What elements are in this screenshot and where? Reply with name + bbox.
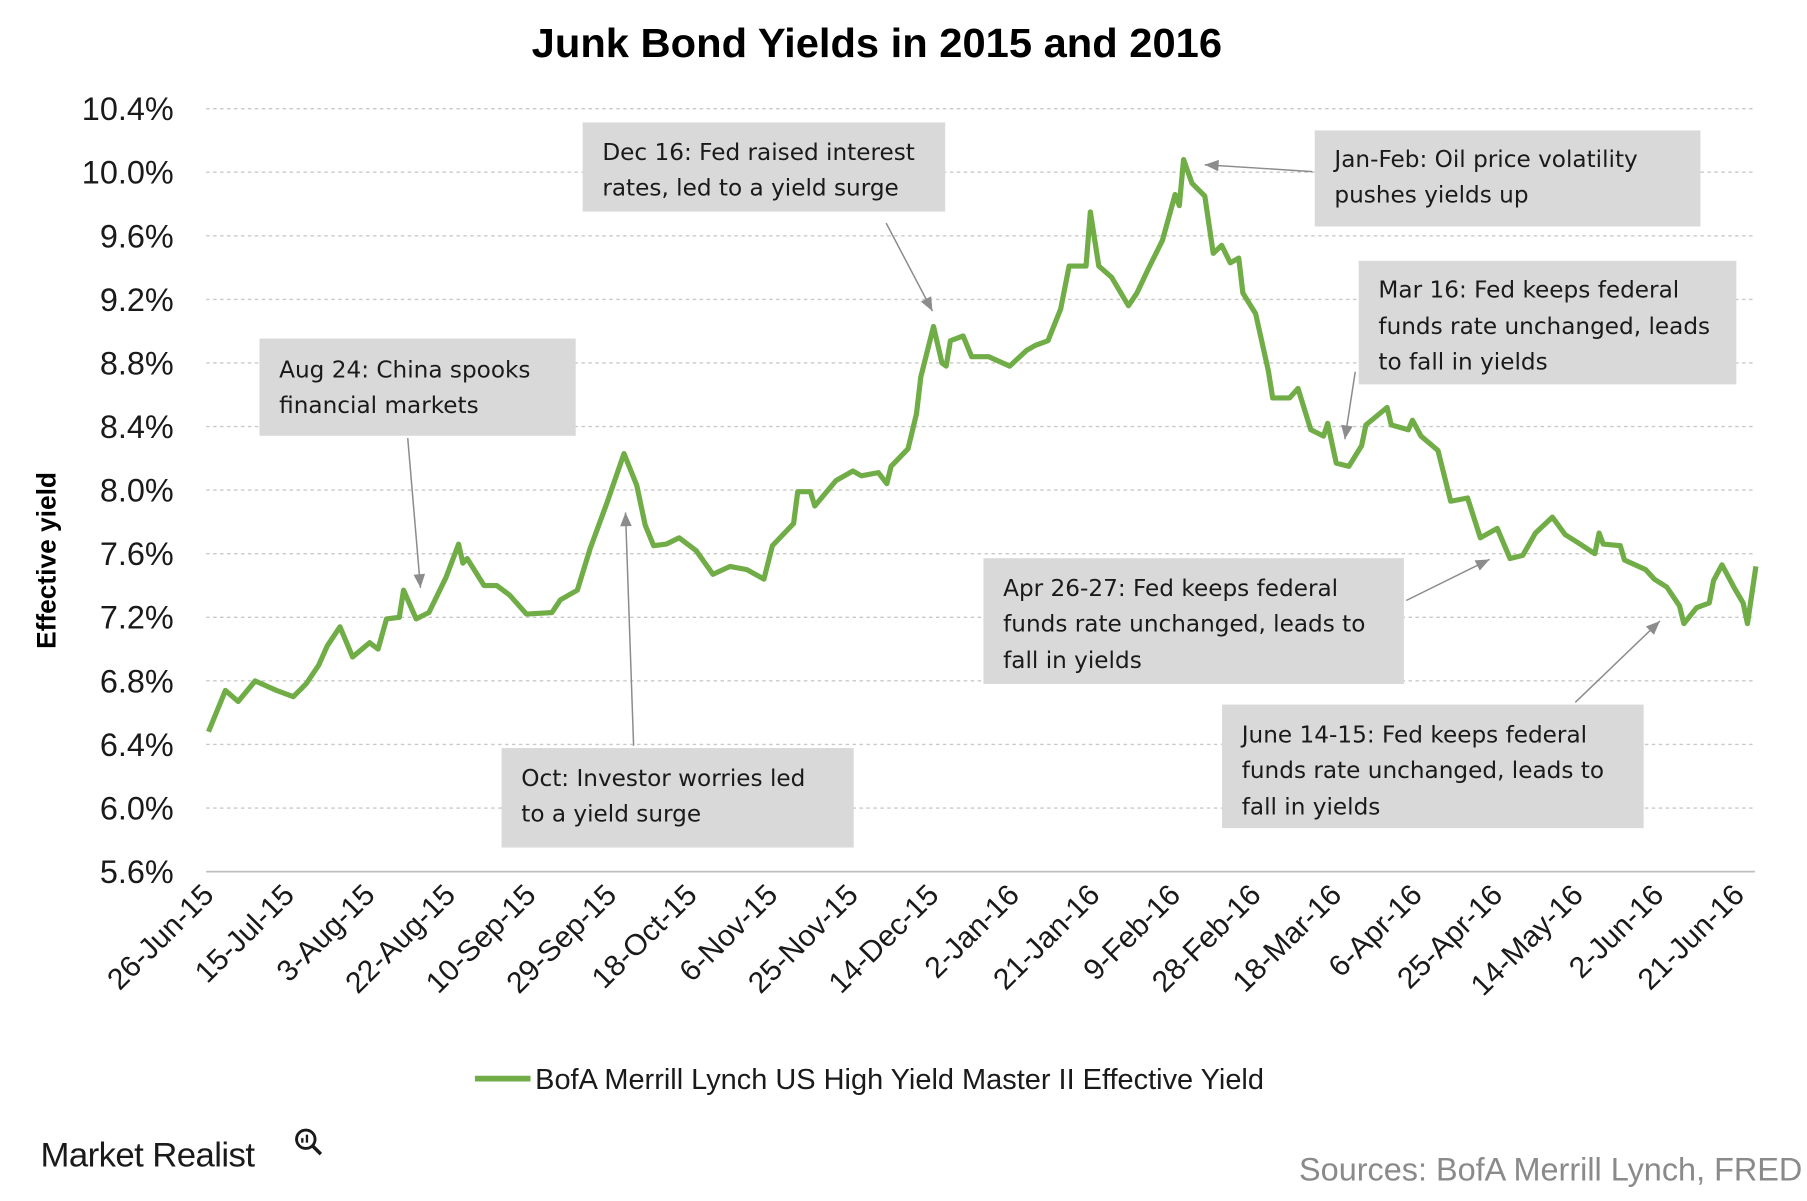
y-tick-labels: 10.4% 10.0% 9.6% 9.2% 8.8% 8.4% 8.0% 7.6% 7.2% 6.… [82, 91, 174, 890]
legend: BofA Merrill Lynch US High Yield Master … [474, 1064, 1264, 1096]
svg-text:financial markets: financial markets [279, 393, 479, 419]
svg-text:fall in yields: fall in yields [1242, 795, 1381, 821]
source-note: Sources: BofA Merrill Lynch, FRED [1299, 1152, 1802, 1188]
annotation-line: to a yield surge [521, 801, 701, 827]
annotation-line: to fall in yields [1378, 350, 1547, 376]
annotation-line: Jan-Feb: Oil price volatility [1332, 147, 1637, 173]
arrowhead-icon [1474, 559, 1490, 571]
y-tick-label: 9.2% [100, 282, 174, 318]
arrowheads [413, 159, 1660, 635]
y-tick-label: 7.2% [100, 600, 174, 636]
annotation-line: pushes yields up [1334, 183, 1528, 209]
annotations: Dec 16: Fed raised interest rates, led t… [259, 122, 1737, 848]
market-realist-logo: Market Realist [41, 1128, 323, 1175]
arrowhead-icon [1645, 621, 1660, 635]
svg-text:Jan-Feb: Oil price volatility: Jan-Feb: Oil price volatility [1332, 147, 1637, 173]
x-tick-labels: 26-Jun-1515-Jul-153-Aug-1522-Aug-1510-Se… [101, 878, 1751, 1002]
annotation-line: Mar 16: Fed keeps federal [1378, 278, 1679, 304]
svg-text:to fall in yields: to fall in yields [1378, 350, 1547, 376]
annotation-line: Oct: Investor worries led [521, 766, 805, 792]
annotation-line: fall in yields [1003, 648, 1142, 674]
annotation-line: fall in yields [1242, 795, 1381, 821]
svg-text:Oct: Investor worries led: Oct: Investor worries led [521, 766, 805, 792]
y-tick-label: 9.6% [100, 218, 174, 254]
svg-text:Dec 16: Fed raised interest: Dec 16: Fed raised interest [602, 140, 915, 166]
annotation-aug24: Aug 24: China spooks financial markets [259, 338, 576, 436]
svg-text:rates, led to a yield surge: rates, led to a yield surge [602, 176, 898, 202]
annotation-arrow-janfeb [1204, 163, 1313, 173]
svg-text:funds rate unchanged, leads to: funds rate unchanged, leads to [1003, 612, 1365, 638]
logo-text: Market Realist [41, 1137, 256, 1175]
annotation-line: funds rate unchanged, leads to [1003, 612, 1365, 638]
svg-text:June 14-15: Fed keeps federal: June 14-15: Fed keeps federal [1240, 722, 1587, 748]
legend-label: BofA Merrill Lynch US High Yield Master … [535, 1064, 1264, 1096]
svg-text:funds rate unchanged, leads: funds rate unchanged, leads [1378, 314, 1710, 340]
annotation-dec16: Dec 16: Fed raised interest rates, led t… [582, 122, 946, 212]
annotation-line: funds rate unchanged, leads [1378, 314, 1710, 340]
svg-text:pushes yields up: pushes yields up [1334, 183, 1528, 209]
annotation-line: Dec 16: Fed raised interest [602, 140, 915, 166]
chart-title: Junk Bond Yields in 2015 and 2016 [532, 19, 1222, 66]
annotation-june: June 14-15: Fed keeps federal funds rate… [1222, 704, 1644, 829]
y-tick-label: 6.0% [100, 791, 174, 827]
gridlines [206, 107, 1755, 873]
annotation-line: June 14-15: Fed keeps federal [1240, 722, 1587, 748]
svg-text:Aug 24: China spooks: Aug 24: China spooks [279, 358, 530, 384]
annotation-line: Apr 26-27: Fed keeps federal [1003, 576, 1338, 602]
svg-text:fall in yields: fall in yields [1003, 648, 1142, 674]
annotation-apr: Apr 26-27: Fed keeps federal funds rate … [983, 558, 1404, 684]
series-line [206, 156, 1759, 733]
arrowhead-icon [620, 512, 632, 527]
annotation-janfeb: Jan-Feb: Oil price volatility pushes yie… [1314, 130, 1701, 227]
arrowhead-icon [413, 573, 426, 588]
annotation-arrow-aug24 [406, 438, 422, 588]
y-tick-label: 8.4% [100, 409, 174, 445]
annotation-oct: Oct: Investor worries led to a yield sur… [501, 748, 854, 848]
annotation-arrow-dec16 [885, 222, 934, 312]
annotation-mar16: Mar 16: Fed keeps federal funds rate unc… [1358, 260, 1737, 385]
y-tick-label: 10.4% [82, 91, 174, 127]
svg-text:Mar 16: Fed keeps federal: Mar 16: Fed keeps federal [1378, 278, 1679, 304]
series-group [206, 156, 1759, 733]
y-tick-label: 5.6% [100, 854, 174, 890]
magnifier-chart-icon [295, 1128, 323, 1156]
y-axis-label: Effective yield [31, 472, 61, 649]
y-tick-label: 8.8% [100, 346, 174, 382]
annotation-line: funds rate unchanged, leads to [1242, 758, 1604, 784]
annotation-line: financial markets [279, 393, 479, 419]
y-tick-label: 6.8% [100, 663, 174, 699]
arrowhead-icon [1341, 424, 1353, 440]
svg-text:to a yield surge: to a yield surge [521, 801, 701, 827]
y-tick-label: 7.6% [100, 536, 174, 572]
y-tick-label: 10.0% [82, 155, 174, 191]
annotation-line: rates, led to a yield surge [602, 176, 898, 202]
annotation-line: Aug 24: China spooks [279, 358, 530, 384]
y-tick-label: 6.4% [100, 727, 174, 763]
arrowhead-icon [920, 296, 933, 312]
svg-text:Apr 26-27: Fed keeps federal: Apr 26-27: Fed keeps federal [1003, 576, 1338, 602]
annotation-arrow-oct [624, 512, 635, 746]
svg-text:funds rate unchanged, leads to: funds rate unchanged, leads to [1242, 758, 1604, 784]
arrowhead-icon [1204, 159, 1219, 172]
y-tick-label: 8.0% [100, 473, 174, 509]
annotation-arrow-june [1574, 620, 1661, 703]
annotation-arrow-apr [1405, 558, 1490, 602]
